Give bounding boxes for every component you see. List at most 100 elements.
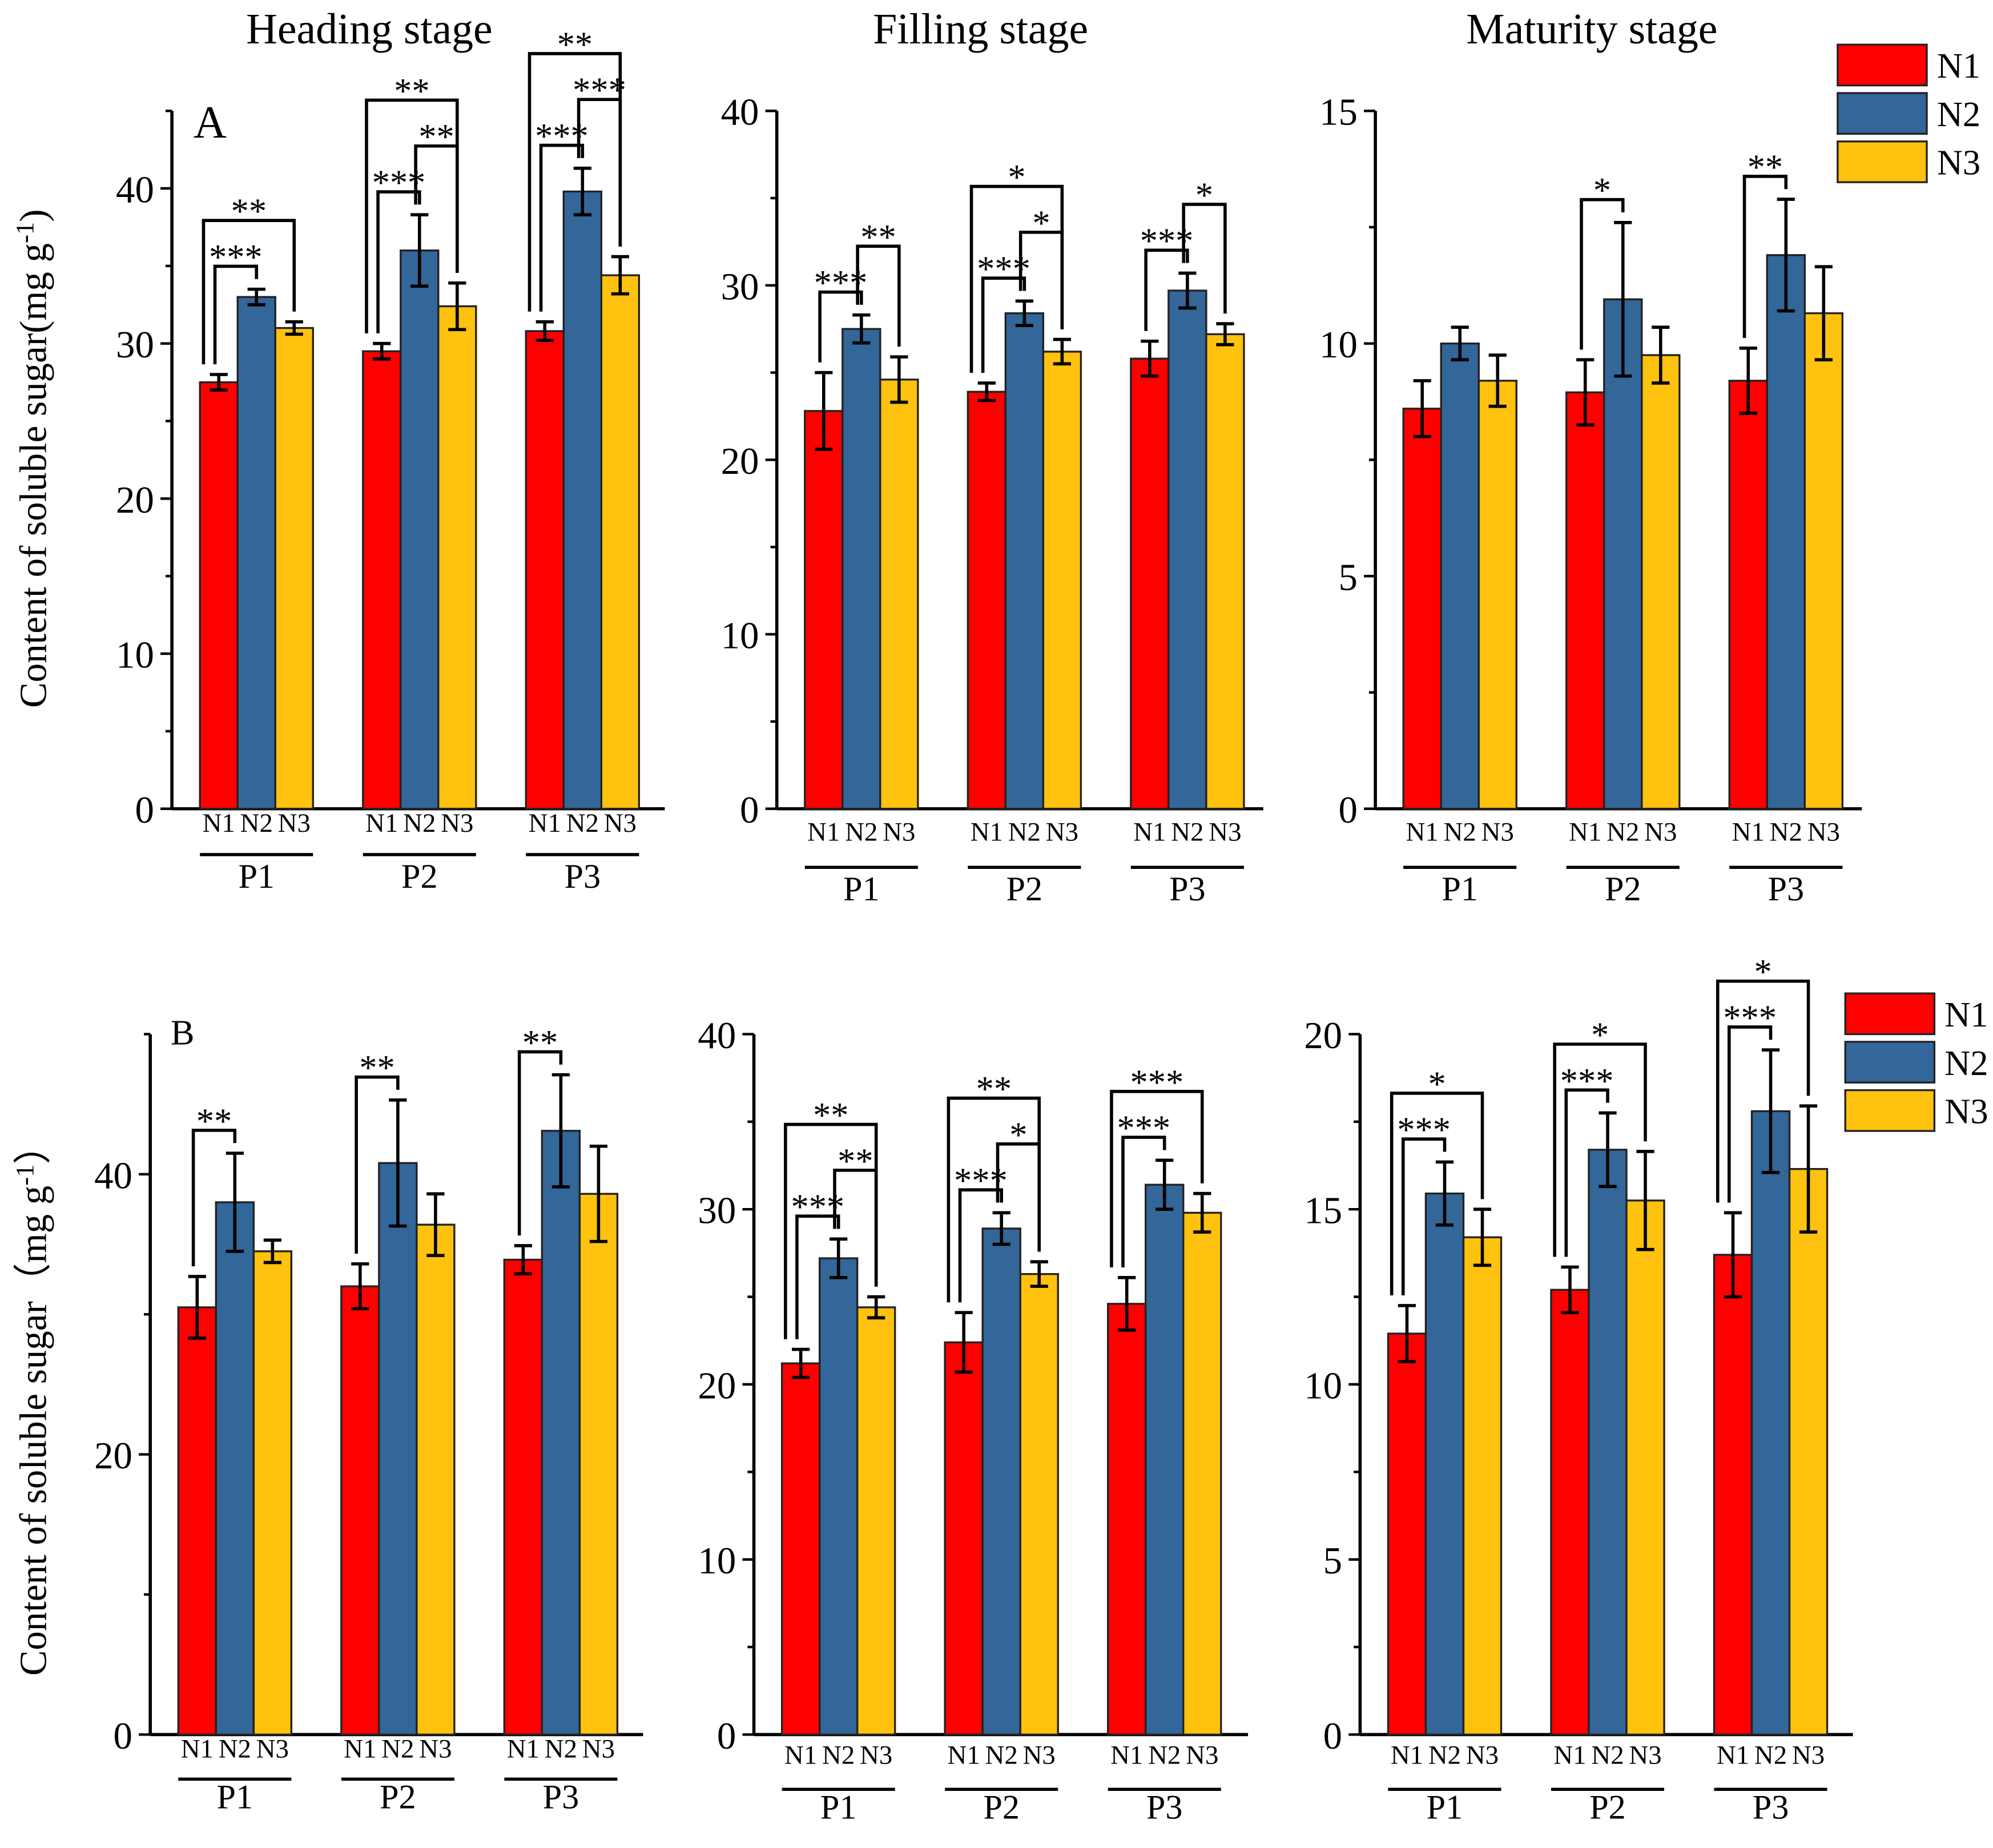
significance-bracket: ** (947, 1069, 1041, 1303)
bar-P2-N3 (1641, 354, 1681, 810)
x-sub-label: N2 (985, 1741, 1018, 1770)
x-category-label: P1 (217, 1778, 253, 1817)
bar-P1-N2 (1424, 1192, 1465, 1736)
y-tick-label: 10 (1319, 324, 1358, 366)
x-sub-label: N1 (948, 1741, 980, 1770)
y-tick-label: 20 (116, 479, 154, 521)
bar-P2-N1 (1565, 391, 1605, 810)
x-sub-label: N2 (381, 1734, 414, 1764)
bar-P2-N2 (981, 1227, 1021, 1736)
significance-bracket: ** (1742, 147, 1788, 338)
y-tick-label: 30 (116, 324, 154, 366)
legend-item-N2: N2 (1844, 1041, 1988, 1084)
x-sub-label: N1 (784, 1741, 817, 1770)
significance-label: *** (814, 263, 868, 303)
y-axis-label: Content of soluble sugar（mg g-1） (10, 1126, 54, 1676)
significance-label: * (1032, 203, 1050, 243)
bar-P3-N3 (1182, 1211, 1222, 1736)
bar-P1-N1 (177, 1306, 217, 1736)
x-sub-label: N2 (1008, 817, 1041, 847)
significance-label: ** (976, 1069, 1012, 1109)
x-sub-label: N2 (219, 1734, 251, 1764)
x-category-label: P3 (1146, 1789, 1183, 1827)
x-sub-label: N3 (604, 808, 637, 838)
y-tick-label: 40 (116, 169, 154, 211)
bar-P2-N1 (362, 350, 402, 810)
x-category-label: P1 (820, 1789, 857, 1827)
significance-label: * (1754, 952, 1772, 992)
bracket-line (947, 1096, 1041, 1303)
significance-label: * (1428, 1064, 1446, 1104)
bracket-line (784, 1122, 878, 1339)
x-sub-label: N1 (529, 808, 561, 838)
bar-P1-N1 (1387, 1332, 1427, 1736)
significance-bracket: * (1390, 1064, 1484, 1296)
bar-P3-N3 (1788, 1167, 1829, 1736)
significance-label: ** (522, 1022, 558, 1062)
significance-bracket: *** (1397, 1110, 1451, 1296)
bracket-line (1390, 1092, 1484, 1296)
panel-label-B: B (171, 1012, 195, 1052)
y-tick-label: 40 (721, 91, 759, 134)
x-category-label: P3 (565, 857, 601, 896)
x-category-label: P1 (238, 857, 275, 896)
bracket-line (1742, 175, 1788, 338)
bracket-line (1716, 979, 1810, 1203)
bar-P3-N1 (1713, 1254, 1753, 1736)
significance-bracket: * (1553, 1014, 1647, 1257)
x-category-label: P3 (543, 1778, 579, 1817)
significance-label: *** (954, 1161, 1008, 1201)
y-tick-label: 15 (1319, 91, 1358, 134)
bar-P3-N2 (1750, 1110, 1791, 1736)
significance-bracket: ** (528, 24, 622, 312)
legend-1: N1 N2 N3 (1837, 43, 1980, 183)
significance-label: *** (1397, 1110, 1451, 1150)
significance-label: *** (1130, 1062, 1184, 1102)
bar-P1-N1 (1402, 408, 1442, 810)
x-sub-label: N3 (1466, 1741, 1499, 1770)
y-tick-label: 20 (1304, 1014, 1342, 1057)
y-tick-label: 0 (717, 1715, 736, 1757)
x-sub-label: N2 (566, 808, 599, 838)
significance-label: *** (1560, 1061, 1614, 1101)
bar-P1-N3 (1477, 380, 1517, 810)
significance-label: ** (394, 71, 429, 111)
bar-P2-N1 (340, 1285, 380, 1736)
significance-bracket: * (1182, 175, 1227, 314)
bar-P1-N2 (842, 328, 881, 810)
bar-P1-N2 (818, 1257, 859, 1736)
significance-label: * (1195, 175, 1213, 215)
legend-swatch (1837, 43, 1928, 87)
bracket-line (202, 219, 296, 365)
x-sub-label: N3 (1186, 1741, 1218, 1770)
x-sub-label: N2 (1444, 817, 1476, 847)
bar-P3-N2 (1167, 289, 1207, 810)
bracket-line (1110, 1090, 1204, 1267)
bar-P2-N1 (944, 1341, 984, 1736)
x-sub-label: N1 (1717, 1741, 1749, 1770)
x-sub-label: N3 (441, 808, 473, 838)
bracket-line (1564, 1088, 1609, 1257)
y-tick-label: 5 (1338, 557, 1357, 599)
significance-label: ** (813, 1095, 848, 1135)
y-tick-label: 0 (135, 789, 154, 831)
significance-label: ** (196, 1101, 232, 1141)
bracket-line (958, 1188, 1003, 1303)
bracket-line (191, 1129, 237, 1267)
legend-label: N2 (1937, 94, 1980, 134)
bracket-line (1121, 1136, 1166, 1267)
x-sub-label: N3 (860, 1741, 892, 1770)
x-sub-label: N1 (1391, 1741, 1423, 1770)
x-category-label: P2 (983, 1789, 1020, 1827)
bar-P3-N1 (1728, 380, 1768, 810)
x-sub-label: N3 (1644, 817, 1677, 847)
bar-P1-N2 (215, 1201, 255, 1736)
legend-swatch (1837, 92, 1928, 135)
bar-P1-N3 (274, 327, 314, 810)
x-sub-label: N1 (971, 817, 1003, 847)
y-tick-label: 0 (1323, 1715, 1342, 1757)
panel-label-A: A (194, 97, 227, 148)
legend-label: N2 (1944, 1043, 1988, 1083)
bracket-line (981, 276, 1026, 373)
